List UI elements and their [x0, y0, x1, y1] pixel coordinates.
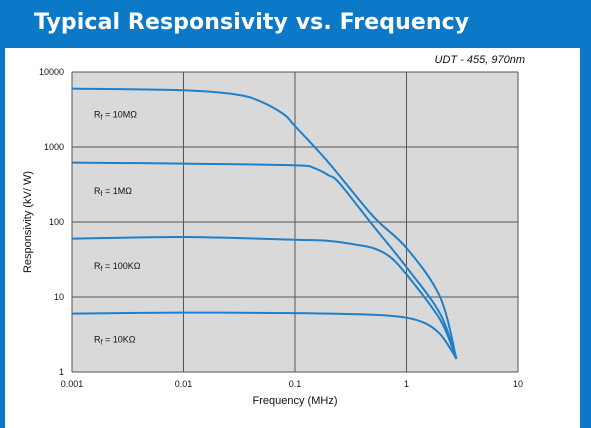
series-label-1: Rf = 1MΩ [94, 186, 132, 198]
y-tick-label: 1000 [44, 142, 64, 152]
series-line-3 [71, 311, 458, 360]
responsivity-chart: UDT - 455, 970nm 0.001 0.01 0.1 1 10 10000 100… [22, 54, 525, 407]
tick-labels: 0.001 0.01 0.1 1 10 10000 1000 100 10 1 [39, 67, 523, 389]
series-lines [71, 87, 458, 360]
y-tick-label: 1 [59, 367, 64, 377]
x-tick-label: 0.01 [175, 379, 193, 389]
series-line-2 [71, 235, 458, 360]
series-label-0: Rf = 10MΩ [94, 110, 137, 122]
grid-lines [71, 71, 519, 373]
series-line-0 [71, 87, 458, 360]
chart-title: Typical Responsivity vs. Frequency [34, 10, 470, 35]
chart-subtitle: UDT - 455, 970nm [435, 54, 525, 66]
y-tick-label: 10 [54, 292, 64, 302]
x-tick-label: 1 [404, 379, 409, 389]
x-tick-label: 0.1 [289, 379, 302, 389]
x-tick-label: 0.001 [61, 379, 84, 389]
x-tick-label: 10 [513, 379, 523, 389]
series-label-2: Rf = 100KΩ [94, 261, 141, 273]
chart-header: Typical Responsivity vs. Frequency [0, 0, 591, 46]
series-line-1 [71, 161, 458, 360]
x-axis-label: Frequency (MHz) [253, 395, 338, 407]
y-tick-label: 100 [49, 217, 64, 227]
y-axis-label: Responsivity (kV/ W) [22, 171, 34, 273]
series-labels: Rf = 10MΩ Rf = 1MΩ Rf = 100KΩ Rf = 10KΩ [94, 110, 141, 347]
series-label-3: Rf = 10KΩ [94, 335, 136, 347]
y-tick-label: 10000 [39, 67, 64, 77]
chart-panel: UDT - 455, 970nm 0.001 0.01 0.1 1 10 10000 100… [5, 48, 580, 428]
